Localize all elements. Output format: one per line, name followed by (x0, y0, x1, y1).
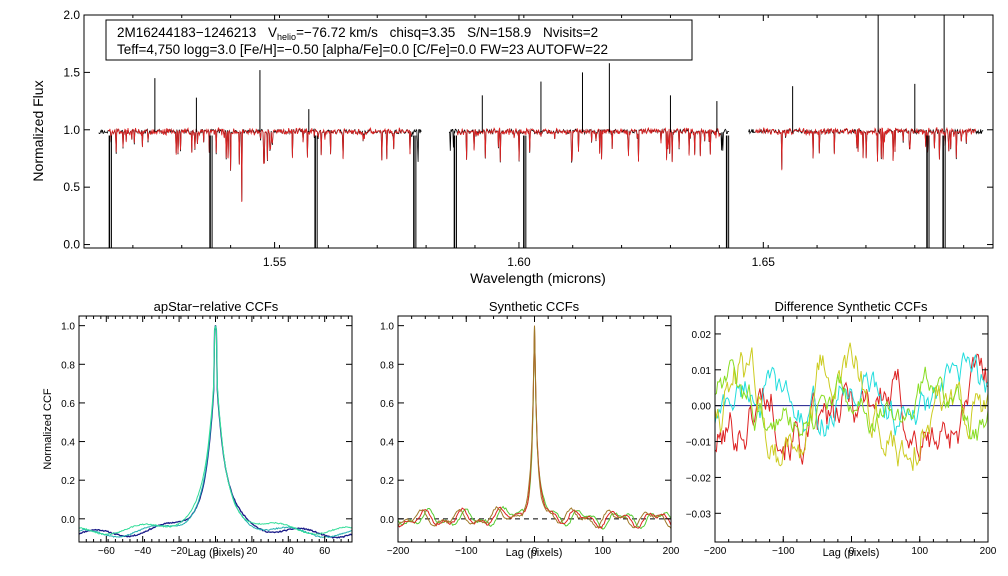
synthetic-ccf-x-label: Lag (pixels) (506, 547, 563, 559)
apstar-ccf-title: apStar−relative CCFs (154, 299, 279, 314)
y-tick-label: −0.03 (686, 509, 712, 520)
x-tick-label: 1.65 (752, 255, 776, 269)
info-box-frame (105, 19, 693, 61)
info-line-1: 2M16244183−1246213 Vhelio=−76.72 km/s ch… (117, 25, 598, 42)
y-tick-label: 1.0 (61, 322, 75, 333)
x-tick-label: −20 (171, 546, 188, 557)
y-tick-label: 0.0 (61, 515, 75, 526)
difference-ccf-line (714, 342, 989, 471)
spectrum-frame (83, 14, 994, 249)
x-tick-label: 1.55 (263, 255, 287, 269)
v-value: =−76.72 km/s (296, 25, 378, 40)
chisq-value: chisq=3.35 (390, 25, 456, 40)
y-tick-label: 0.5 (63, 180, 80, 194)
info-line-2: Teff=4,750 logg=3.0 [Fe/H]=−0.50 [alpha/… (117, 42, 608, 57)
difference-ccf-panel: Difference Synthetic CCFs −200 −100 0 100 20… (686, 299, 997, 559)
observed-spectrum-line (98, 127, 422, 201)
apstar-ccf-ticks: −60 −40 −20 0 20 40 60 0.0 0.2 0.4 0.6 0.8 1.0 (61, 316, 352, 557)
x-tick-label: −200 (704, 546, 727, 557)
v-label: V (268, 25, 277, 40)
y-tick-label: −0.01 (686, 438, 712, 449)
spectrum-x-label: Wavelength (microns) (470, 270, 606, 286)
y-tick-label: 0.0 (380, 515, 394, 526)
spectrum-data (98, 15, 984, 248)
apstar-ccf-line (78, 325, 353, 538)
y-tick-label: −0.02 (686, 473, 712, 484)
apstar-ccf-line (78, 325, 353, 536)
y-tick-label: 0.4 (380, 438, 394, 449)
y-tick-label: 0.2 (380, 476, 394, 487)
difference-ccf-ticks: −200 −100 0 100 200 −0.03 −0.02 −0.01 0.00 0.01 0.… (686, 316, 997, 557)
synthetic-fit-line (456, 126, 721, 163)
star-id: 2M16244183−1246213 (117, 25, 256, 40)
synthetic-ccf-panel: Synthetic CCFs −200 −100 0 100 200 0.0 0.2 0.4 0… (380, 299, 680, 559)
y-tick-label: 0.4 (61, 438, 75, 449)
v-sub: helio (277, 32, 296, 42)
apstar-ccf-y-label: Normalized CCF (42, 388, 54, 470)
x-tick-label: 0 (532, 546, 538, 557)
synthetic-fit-line (755, 126, 977, 171)
synthetic-ccf-data (397, 325, 672, 530)
y-tick-label: 0.02 (692, 330, 712, 341)
x-tick-label: 100 (594, 546, 611, 557)
x-tick-label: 0 (849, 546, 855, 557)
y-tick-label: 0.8 (380, 360, 394, 371)
y-tick-label: 1.0 (380, 322, 394, 333)
synthetic-ccf-ticks: −200 −100 0 100 200 0.0 0.2 0.4 0.6 0.8 1.0 (380, 316, 680, 557)
y-tick-label: 1.5 (63, 65, 80, 79)
nvisits-value: Nvisits=2 (543, 25, 598, 40)
synthetic-ccf-line (397, 325, 672, 530)
synthetic-ccf-line (397, 325, 672, 530)
x-tick-label: 20 (246, 546, 258, 557)
x-tick-label: 1.60 (507, 255, 531, 269)
y-tick-label: 0.00 (692, 402, 712, 413)
y-tick-label: 0.8 (61, 360, 75, 371)
difference-ccf-data (714, 342, 989, 471)
y-tick-label: 0.01 (692, 366, 712, 377)
snr-value: S/N=158.9 (467, 25, 531, 40)
synthetic-ccf-line (397, 325, 672, 529)
y-tick-label: 0.0 (63, 238, 80, 252)
apstar-ccf-x-label: Lag (pixels) (188, 547, 245, 559)
spectrum-ticks: 1.55 1.60 1.65 0.0 0.5 1.0 1.5 2.0 (63, 8, 993, 269)
x-tick-label: −200 (387, 546, 410, 557)
x-tick-label: 40 (283, 546, 295, 557)
y-tick-label: 0.6 (380, 399, 394, 410)
y-tick-label: 2.0 (63, 8, 80, 22)
y-tick-label: 0.6 (61, 399, 75, 410)
apstar-ccf-line (78, 325, 353, 539)
apstar-ccf-panel: apStar−relative CCFs −60 −40 −20 0 20 40 60 0.0… (42, 299, 353, 559)
x-tick-label: −100 (772, 546, 795, 557)
spectrum-panel: 1.55 1.60 1.65 0.0 0.5 1.0 1.5 2.0 Wavelength (… (30, 8, 994, 286)
apstar-ccf-data (78, 325, 353, 539)
info-box: 2M16244183−1246213 Vhelio=−76.72 km/s ch… (105, 19, 693, 61)
difference-ccf-line (714, 359, 989, 441)
x-tick-label: 100 (911, 546, 928, 557)
x-tick-label: 200 (980, 546, 997, 557)
synthetic-fit-line (107, 126, 412, 203)
x-tick-label: 0 (213, 546, 219, 557)
x-tick-label: −60 (98, 546, 115, 557)
synthetic-ccf-title: Synthetic CCFs (489, 299, 580, 314)
x-tick-label: 60 (319, 546, 331, 557)
y-tick-label: 0.2 (61, 476, 75, 487)
x-tick-label: −100 (455, 546, 478, 557)
difference-ccf-title: Difference Synthetic CCFs (775, 299, 928, 314)
x-tick-label: −40 (134, 546, 151, 557)
y-tick-label: 1.0 (63, 123, 80, 137)
apstar-ccf-frame (78, 315, 353, 543)
x-tick-label: 200 (663, 546, 680, 557)
difference-ccf-x-label: Lag (pixels) (823, 547, 880, 559)
spectrum-y-label: Normalized Flux (30, 80, 46, 181)
